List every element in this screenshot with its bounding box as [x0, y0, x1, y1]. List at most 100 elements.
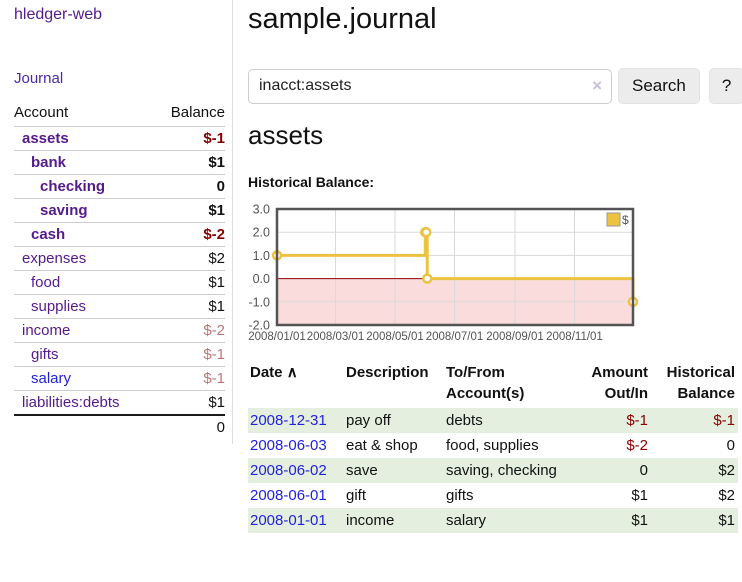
account-link-food[interactable]: food — [31, 274, 61, 291]
register-date-link[interactable]: 2008-06-01 — [250, 487, 327, 504]
chart-x-tick-label: 2008/03/01 — [307, 331, 365, 343]
register-date: 2008-06-03 — [248, 433, 344, 458]
accounts-header-account: Account — [14, 104, 69, 121]
chart-data-point — [420, 226, 432, 238]
sidebar-item-journal[interactable]: Journal — [14, 70, 64, 87]
register-date-link[interactable]: 2008-06-02 — [250, 462, 327, 479]
account-row: expenses $2 — [14, 246, 225, 271]
search-input[interactable] — [248, 68, 612, 104]
chart-border — [275, 207, 635, 327]
account-row: salary $-1 — [14, 366, 225, 391]
chart-y-tick-label: 1.0 — [253, 249, 270, 263]
account-link-assets[interactable]: assets — [22, 130, 69, 147]
account-link-bank[interactable]: bank — [31, 154, 67, 171]
accounts-table: Account Balance assets $-1 bank $1 checking 0… — [14, 100, 225, 439]
chart-y-tick-label: 0.0 — [253, 272, 270, 286]
register-header-amount: Amount Out/In — [591, 364, 648, 402]
register-date: 2008-12-31 — [248, 408, 344, 433]
chart-label: Historical Balance: — [248, 174, 375, 190]
chart-x-tick-label: 2008/09/01 — [486, 331, 544, 343]
register-header-date[interactable]: Date ∧ — [250, 364, 298, 381]
chart-y-tick-label: -2.0 — [248, 319, 270, 333]
register-amount: $-2 — [626, 437, 648, 454]
register-balance: $1 — [651, 508, 738, 533]
main-content: sample.journal × Search ? assets Histori… — [248, 0, 742, 582]
register-header-accounts: To/From Account(s) — [446, 364, 525, 402]
accounts-table-header: Account Balance — [14, 100, 225, 127]
register-amount: $-1 — [569, 408, 651, 433]
account-link-income[interactable]: income — [22, 322, 71, 339]
account-row: gifts $-1 — [14, 342, 225, 367]
account-balance: $-2 — [203, 226, 225, 243]
help-button[interactable]: ? — [708, 68, 742, 104]
register-accounts: saving, checking — [444, 458, 569, 483]
register-row: 2008-06-01 gift gifts $1 $2 — [248, 483, 738, 508]
chart-x-tick-label: 2008/01/01 — [248, 331, 306, 343]
register-header-row: Date ∧ Description To/From Account(s) Am… — [248, 356, 738, 408]
register-date-link[interactable]: 2008-12-31 — [250, 412, 327, 429]
chart-data-point — [421, 273, 433, 284]
register-balance: 0 — [726, 437, 735, 454]
search-button[interactable]: Search — [618, 68, 700, 104]
account-row: income $-2 — [14, 318, 225, 343]
chart-x-tick-label: 2008/11/01 — [546, 331, 603, 343]
page-title: sample.journal — [248, 3, 437, 35]
account-balance: 0 — [216, 178, 225, 195]
account-link-cash[interactable]: cash — [31, 226, 66, 243]
accounts-header-balance: Balance — [170, 104, 225, 121]
chart-legend-swatch — [606, 212, 621, 227]
sidebar-divider — [232, 0, 233, 444]
account-row: liabilities:debts $1 — [14, 390, 225, 416]
register-description: eat & shop — [346, 437, 418, 454]
register-table: Date ∧ Description To/From Account(s) Am… — [248, 356, 738, 533]
chart-legend-label: $ — [622, 213, 629, 227]
account-link-supplies[interactable]: supplies — [31, 298, 87, 315]
register-accounts: gifts — [446, 487, 474, 504]
register-header-description: Description — [346, 364, 429, 381]
register-date: 2008-01-01 — [248, 508, 344, 533]
register-date: 2008-06-02 — [248, 458, 344, 483]
chart-y-tick-label: 3.0 — [253, 203, 270, 217]
register-date: 2008-06-01 — [248, 483, 344, 508]
account-row: assets $-1 — [14, 126, 225, 151]
register-date-link[interactable]: 2008-01-01 — [250, 512, 327, 529]
accounts-table-body: assets $-1 bank $1 checking 0 saving $1 cash $-2 e… — [14, 126, 225, 416]
account-row: checking 0 — [14, 174, 225, 199]
register-header-balance: Historical Balance — [666, 364, 735, 402]
register-row: 2008-06-03 eat & shop food, supplies $-2 0 — [248, 433, 738, 458]
register-accounts: food, supplies — [446, 437, 539, 454]
account-row: cash $-2 — [14, 222, 225, 247]
register-table-body: 2008-12-31 pay off debts $-1 $-1 2008-06-03 ea… — [248, 408, 738, 533]
account-link-checking[interactable]: checking — [40, 178, 106, 195]
register-accounts: salary — [444, 508, 569, 533]
chart-x-tick-label: 2008/05/01 — [366, 331, 424, 343]
register-balance: $2 — [651, 458, 738, 483]
register-row: 2008-06-02 save saving, checking 0 $2 — [248, 458, 738, 483]
account-link-gifts[interactable]: gifts — [31, 346, 59, 363]
account-link-salary[interactable]: salary — [31, 370, 72, 387]
register-date-link[interactable]: 2008-06-03 — [250, 437, 327, 454]
accounts-total-balance: 0 — [216, 419, 225, 436]
chart-y-tick-label: 2.0 — [253, 226, 270, 240]
account-balance: $-1 — [203, 130, 225, 147]
account-balance: $1 — [208, 154, 225, 171]
accounts-total-row: 0 — [14, 415, 225, 439]
register-balance: $2 — [718, 487, 735, 504]
account-balance: $1 — [208, 298, 225, 315]
register-amount: $1 — [631, 487, 648, 504]
register-row: 2008-01-01 income salary $1 $1 — [248, 508, 738, 533]
chart-x-tick-label: 2008/07/01 — [426, 331, 484, 343]
search-input-wrap: × — [248, 68, 612, 104]
register-description: income — [344, 508, 444, 533]
clear-search-icon[interactable]: × — [592, 75, 602, 95]
account-link-expenses[interactable]: expenses — [22, 250, 87, 267]
account-row: food $1 — [14, 270, 225, 295]
search-form: × Search ? — [248, 68, 742, 104]
account-balance: $1 — [208, 202, 225, 219]
account-heading: assets — [248, 120, 324, 150]
account-balance: $-1 — [203, 346, 225, 363]
account-link-saving[interactable]: saving — [40, 202, 88, 219]
brand-link[interactable]: hledger-web — [14, 6, 103, 23]
account-link-liabilities:debts[interactable]: liabilities:debts — [22, 394, 120, 411]
